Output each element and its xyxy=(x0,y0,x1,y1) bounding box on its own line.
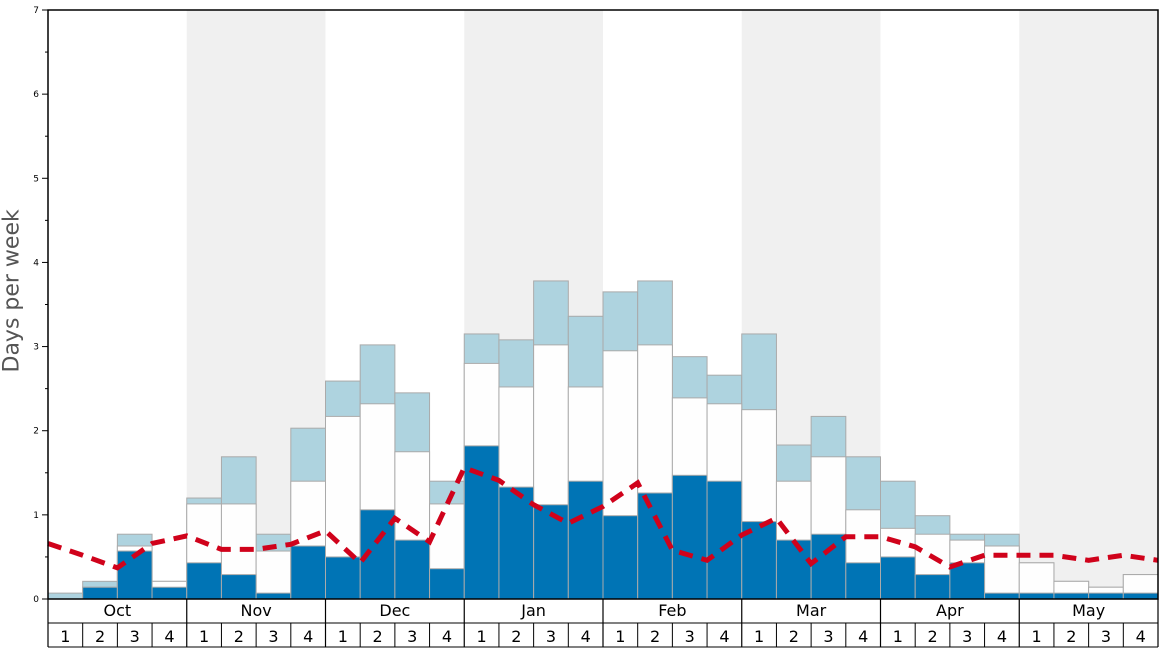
week-label: 4 xyxy=(719,627,729,646)
week-label: 4 xyxy=(858,627,868,646)
bar-dark-14 xyxy=(533,504,569,600)
bar-dark-15 xyxy=(567,480,604,600)
bar-dark-18 xyxy=(671,474,708,600)
month-label-may: May xyxy=(1072,601,1105,620)
bar-dark-3 xyxy=(151,586,188,600)
y-tick-label: 3 xyxy=(33,343,39,353)
week-label: 2 xyxy=(511,627,521,646)
week-label: 1 xyxy=(1032,627,1042,646)
y-axis-label: Days per week xyxy=(0,209,25,373)
bar-dark-27 xyxy=(984,592,1020,600)
week-label: 2 xyxy=(1066,627,1076,646)
week-label: 2 xyxy=(789,627,799,646)
bar-dark-29 xyxy=(1053,592,1090,600)
bar-dark-22 xyxy=(810,533,847,600)
bar-dark-28 xyxy=(1018,592,1055,600)
week-label: 2 xyxy=(95,627,105,646)
bar-light-0 xyxy=(47,592,84,600)
y-tick-label: 4 xyxy=(33,258,39,268)
bar-dark-2 xyxy=(116,550,153,600)
month-label-feb: Feb xyxy=(658,601,686,620)
week-label: 2 xyxy=(650,627,660,646)
week-label: 3 xyxy=(685,627,695,646)
month-shade-may xyxy=(1019,10,1158,599)
bar-dark-10 xyxy=(394,539,431,600)
week-label: 2 xyxy=(372,627,382,646)
week-label: 4 xyxy=(303,627,313,646)
week-label: 4 xyxy=(164,627,174,646)
week-label: 1 xyxy=(477,627,487,646)
y-tick-label: 1 xyxy=(33,511,39,521)
bar-dark-21 xyxy=(775,539,812,600)
week-label: 4 xyxy=(442,627,452,646)
y-tick-label: 2 xyxy=(33,427,39,437)
average-line xyxy=(47,464,1159,571)
bar-dark-13 xyxy=(498,486,535,600)
bar-white-6 xyxy=(255,550,292,600)
bar-dark-30 xyxy=(1088,592,1124,600)
bar-dark-12 xyxy=(463,445,500,600)
week-label: 3 xyxy=(407,627,417,646)
week-label: 4 xyxy=(997,627,1007,646)
y-tick-label: 7 xyxy=(33,6,39,16)
week-label: 3 xyxy=(1101,627,1111,646)
y-tick-label: 5 xyxy=(33,174,39,184)
bar-dark-1 xyxy=(82,586,118,600)
week-label: 2 xyxy=(927,627,937,646)
y-tick-label: 6 xyxy=(33,90,39,100)
bar-dark-17 xyxy=(637,492,673,600)
month-label-mar: Mar xyxy=(796,601,827,620)
week-label: 3 xyxy=(823,627,833,646)
bar-dark-4 xyxy=(186,562,222,600)
bar-dark-6 xyxy=(255,592,292,600)
bar-dark-5 xyxy=(220,574,257,600)
week-label: 3 xyxy=(268,627,278,646)
bar-dark-25 xyxy=(914,574,951,600)
week-label: 1 xyxy=(338,627,348,646)
bar-dark-11 xyxy=(429,568,465,600)
month-label-apr: Apr xyxy=(936,601,964,620)
week-label: 3 xyxy=(962,627,972,646)
week-label: 1 xyxy=(615,627,625,646)
month-label-nov: Nov xyxy=(241,601,272,620)
week-label: 3 xyxy=(130,627,140,646)
month-label-jan: Jan xyxy=(520,601,546,620)
week-label: 4 xyxy=(581,627,591,646)
bar-dark-19 xyxy=(706,480,743,600)
bar-dark-26 xyxy=(949,562,986,600)
bar-dark-8 xyxy=(325,556,361,600)
week-label: 1 xyxy=(754,627,764,646)
bar-dark-7 xyxy=(290,545,326,600)
bar-dark-24 xyxy=(880,556,916,600)
week-label: 1 xyxy=(60,627,70,646)
bar-dark-31 xyxy=(1122,592,1159,600)
week-label: 4 xyxy=(1136,627,1146,646)
week-label: 3 xyxy=(546,627,556,646)
week-label: 1 xyxy=(199,627,209,646)
y-tick-label: 0 xyxy=(33,595,39,605)
week-label: 1 xyxy=(893,627,903,646)
bar-dark-16 xyxy=(602,515,639,600)
month-label-oct: Oct xyxy=(104,601,132,620)
week-label: 2 xyxy=(234,627,244,646)
bar-dark-23 xyxy=(845,562,881,600)
month-label-dec: Dec xyxy=(379,601,410,620)
